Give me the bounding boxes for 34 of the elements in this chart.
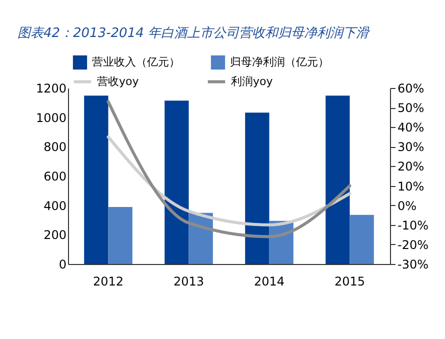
x-tick-label: 2015 <box>334 274 366 288</box>
y-tick-label: 400 <box>44 198 66 213</box>
line-series <box>106 135 352 226</box>
y2-tick-label: -30% <box>398 258 429 272</box>
x-tick-label: 2012 <box>92 274 124 288</box>
line-series <box>106 100 352 238</box>
x-tick-label: 2013 <box>173 274 204 288</box>
bar <box>245 112 270 264</box>
y-tick-label: 600 <box>44 170 66 184</box>
y2-tick-label: 30% <box>398 140 424 154</box>
legend-label: 营业收入（亿元） <box>92 55 180 68</box>
y2-tick-label: 20% <box>398 160 424 174</box>
y-tick-label: 200 <box>44 228 66 242</box>
y2-tick-label: 50% <box>398 101 424 116</box>
bar <box>108 206 132 264</box>
bar <box>84 96 108 264</box>
legend-label: 营收yoy <box>97 74 140 88</box>
bar <box>164 100 189 264</box>
y-tick-label: 1200 <box>36 82 66 96</box>
legend-label: 归母净利润（亿元） <box>230 55 329 68</box>
x-tick-label: 2014 <box>254 274 285 288</box>
y2-tick-label: 40% <box>398 120 424 135</box>
y2-tick-label: 60% <box>398 82 424 96</box>
y2-tick-label: -20% <box>398 238 429 252</box>
legend-label: 利润yoy <box>231 74 274 88</box>
y-tick-label: 0 <box>58 258 66 272</box>
bar <box>350 214 374 264</box>
y2-tick-label: 10% <box>398 179 424 194</box>
y2-tick-label: 0% <box>398 198 417 213</box>
y-tick-label: 800 <box>44 140 66 154</box>
y2-tick-label: -10% <box>398 218 429 232</box>
bar <box>326 96 350 264</box>
chart-title: 图表42：2013-2014 年白酒上市公司营收和归母净利润下滑 <box>17 26 370 41</box>
y-tick-label: 1000 <box>36 110 66 125</box>
